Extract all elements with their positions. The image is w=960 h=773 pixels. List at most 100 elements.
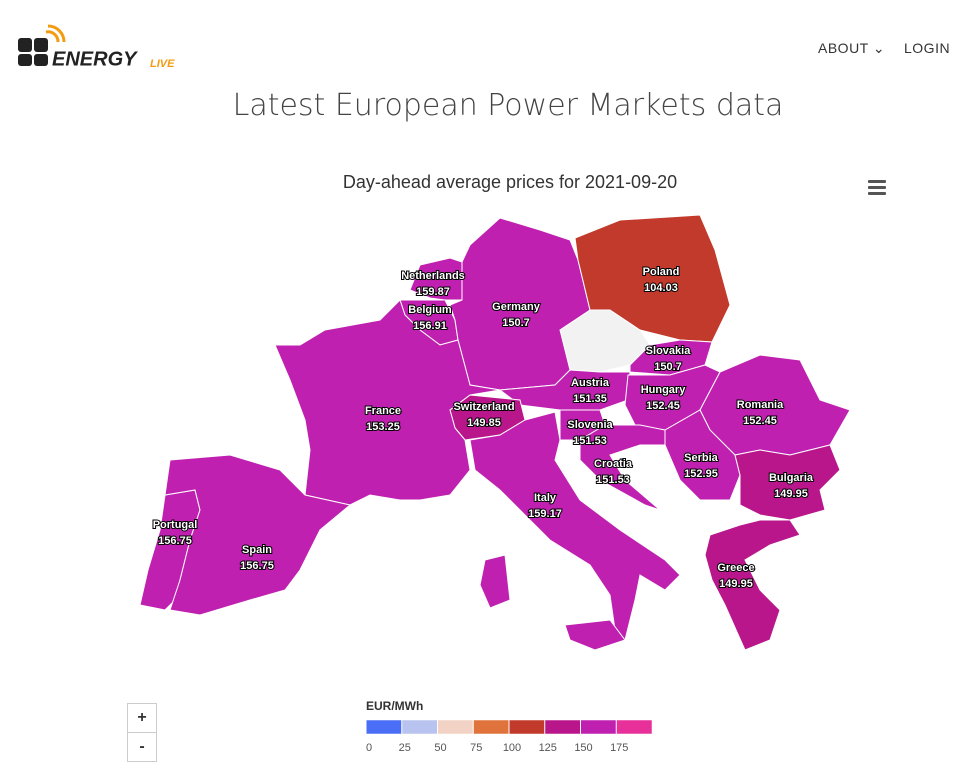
region xyxy=(449,394,526,441)
region-value: 104.03 xyxy=(644,282,678,294)
region xyxy=(469,411,681,651)
legend-swatch xyxy=(365,719,402,735)
legend-swatch xyxy=(580,719,617,735)
legend-swatch xyxy=(616,719,653,735)
region-name: Slovakia xyxy=(646,345,692,357)
region-value: 150.7 xyxy=(654,361,682,373)
region-shape xyxy=(449,394,526,441)
zoom-in[interactable]: + xyxy=(127,703,157,733)
region xyxy=(624,364,721,431)
legend-tick-label: 25 xyxy=(399,742,411,754)
region xyxy=(579,424,666,511)
zoom-out[interactable]: - xyxy=(127,732,157,762)
legend-swatch xyxy=(544,719,581,735)
legend-tick-label: 0 xyxy=(366,742,372,754)
region-shape xyxy=(469,411,681,641)
region-shape xyxy=(449,217,591,391)
region-name: Portugal xyxy=(153,519,198,531)
region-name: Poland xyxy=(643,266,680,278)
region-name: Germany xyxy=(492,301,541,313)
region-value: 149.85 xyxy=(467,417,501,429)
region-shape xyxy=(624,364,721,431)
menu-icon[interactable] xyxy=(868,180,886,195)
region-name: Greece xyxy=(717,562,754,574)
region-value: 149.95 xyxy=(774,488,808,500)
chart-title: Day-ahead average prices for 2021-09-20 xyxy=(343,172,677,192)
region-shape xyxy=(564,619,626,651)
logo-accent: LIVE xyxy=(150,58,175,70)
region-value: 156.75 xyxy=(158,535,192,547)
region-name: Belgium xyxy=(408,304,452,316)
region-shape xyxy=(479,554,511,609)
region-name: Bulgaria xyxy=(769,472,814,484)
region-shape xyxy=(629,339,713,376)
region xyxy=(664,409,741,501)
legend-tick-label: 75 xyxy=(470,742,482,754)
region-value: 159.87 xyxy=(416,286,450,298)
region-shape xyxy=(559,409,606,441)
region-name: Slovenia xyxy=(567,419,613,431)
legend-swatch xyxy=(508,719,545,735)
legend-tick-label: 175 xyxy=(610,742,628,754)
region-shape xyxy=(164,454,352,616)
region-shape xyxy=(274,299,501,506)
region-value: 159.17 xyxy=(528,508,562,520)
region xyxy=(734,444,841,521)
region-shape xyxy=(734,444,841,521)
region-value: 156.91 xyxy=(413,320,447,332)
region xyxy=(274,299,501,506)
region-value: 149.95 xyxy=(719,578,753,590)
region-shape xyxy=(574,214,731,343)
logo-text: ENERGY xyxy=(52,48,138,70)
region-shape xyxy=(699,354,851,456)
legend-swatch xyxy=(437,719,474,735)
region xyxy=(699,354,851,456)
region-shape xyxy=(579,424,666,511)
region-value: 151.53 xyxy=(573,435,607,447)
legend-tick-label: 125 xyxy=(539,742,557,754)
region-name: Spain xyxy=(242,544,272,556)
region-value: 150.7 xyxy=(502,317,530,329)
region-name: France xyxy=(365,405,401,417)
region-value: 152.45 xyxy=(646,400,680,412)
region xyxy=(409,257,463,301)
legend-swatch xyxy=(473,719,510,735)
region xyxy=(498,369,631,411)
region-shape xyxy=(664,409,741,501)
legend-swatch xyxy=(401,719,438,735)
region xyxy=(139,489,201,611)
region-shape xyxy=(409,257,463,301)
region-value: 152.45 xyxy=(743,415,777,427)
region-name: Austria xyxy=(571,377,610,389)
region-value: 151.53 xyxy=(596,474,630,486)
legend-tick-label: 150 xyxy=(574,742,592,754)
region-shape xyxy=(498,369,631,411)
region-name: Serbia xyxy=(684,452,719,464)
legend-title: EUR/MWh xyxy=(366,699,423,713)
region-name: Romania xyxy=(737,399,784,411)
region-value: 153.25 xyxy=(366,421,400,433)
region-name: Netherlands xyxy=(401,270,465,282)
legend-tick-label: 50 xyxy=(434,742,446,754)
region-shape xyxy=(704,519,801,651)
region-name: Croatia xyxy=(594,458,633,470)
nav-about[interactable]: ABOUT ⌄ xyxy=(818,40,886,56)
no-data-region xyxy=(559,309,651,373)
region xyxy=(629,339,713,376)
region-value: 152.95 xyxy=(684,468,718,480)
logo: ENERGY LIVE xyxy=(18,24,175,70)
region-name: Hungary xyxy=(641,384,687,396)
region-value: 156.75 xyxy=(240,560,274,572)
region-name: Italy xyxy=(534,492,557,504)
nav-login[interactable]: LOGIN xyxy=(904,40,951,56)
legend-tick-label: 100 xyxy=(503,742,521,754)
region-shape xyxy=(399,299,459,346)
region xyxy=(559,409,606,441)
region xyxy=(574,214,731,343)
region xyxy=(164,454,352,616)
page-title: Latest European Power Markets data xyxy=(232,88,784,123)
nav-label: ABOUT xyxy=(818,40,869,56)
region-name: Switzerland xyxy=(453,401,514,413)
region-shape xyxy=(139,489,201,611)
